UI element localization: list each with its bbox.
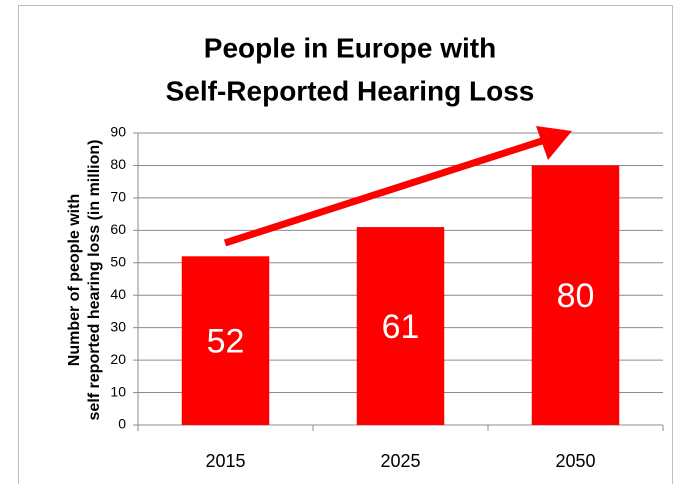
plot-area: 0 10 20 30 40 50 60 70 80 90 2015 52 2025 61 2050 80 <box>110 124 664 471</box>
y-tick-label: 50 <box>110 253 126 269</box>
trend-arrow <box>223 135 550 247</box>
chart-title: People in Europe with <box>204 32 496 63</box>
x-tick-label: 2050 <box>555 451 595 471</box>
chart-title: Self-Reported Hearing Loss <box>166 75 535 106</box>
y-tick-label: 80 <box>110 156 126 172</box>
y-axis-label: Number of people with <box>66 194 83 366</box>
y-tick-label: 40 <box>110 286 126 302</box>
y-tick-label: 10 <box>110 383 126 399</box>
y-tick-label: 20 <box>110 351 126 367</box>
data-label: 61 <box>382 308 420 346</box>
bar <box>356 227 445 425</box>
annotations <box>223 126 572 247</box>
y-axis-label: self reported hearing loss (in million) <box>86 140 103 421</box>
y-tick-label: 30 <box>110 318 126 334</box>
y-tick-label: 60 <box>110 221 126 237</box>
bar <box>181 256 270 425</box>
data-label: 80 <box>557 277 595 315</box>
bar <box>531 165 620 425</box>
y-tick-label: 70 <box>110 189 126 205</box>
x-tick-label: 2025 <box>380 451 420 471</box>
y-tick-label: 0 <box>118 416 126 432</box>
arrow-head <box>536 126 572 160</box>
y-tick-label: 90 <box>110 124 126 140</box>
x-tick-label: 2015 <box>205 451 245 471</box>
data-label: 52 <box>207 323 245 361</box>
